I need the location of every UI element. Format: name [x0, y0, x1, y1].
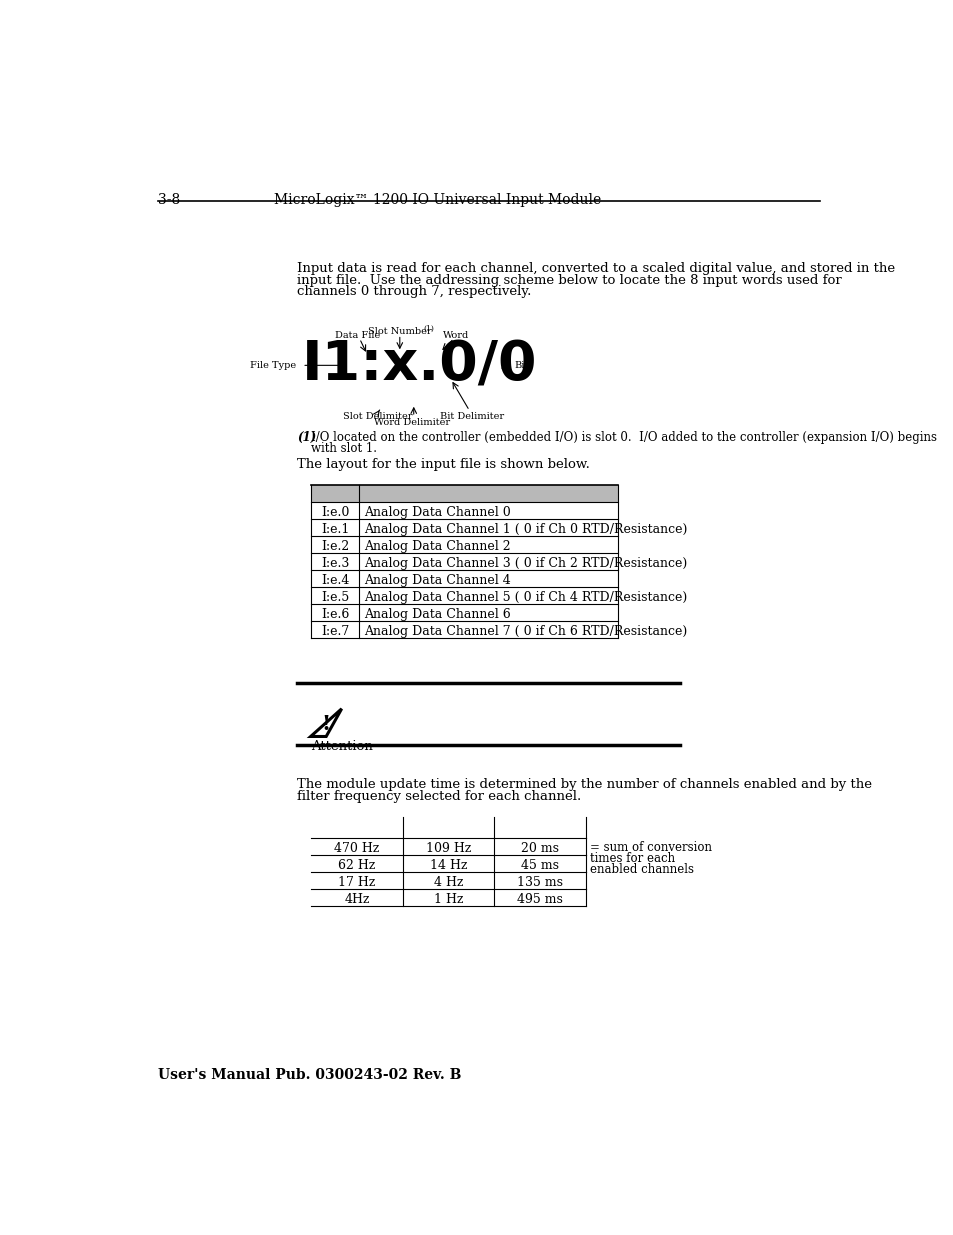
Text: 1 Hz: 1 Hz: [434, 893, 463, 905]
Text: times for each: times for each: [590, 852, 675, 864]
Text: 4Hz: 4Hz: [344, 893, 370, 905]
Text: I/O located on the controller (embedded I/O) is slot 0.  I/O added to the contro: I/O located on the controller (embedded …: [311, 431, 937, 443]
Text: Analog Data Channel 7 ( 0 if Ch 6 RTD/Resistance): Analog Data Channel 7 ( 0 if Ch 6 RTD/Re…: [364, 625, 687, 637]
Text: channels 0 through 7, respectively.: channels 0 through 7, respectively.: [297, 285, 532, 299]
Text: 4 Hz: 4 Hz: [434, 876, 463, 889]
Text: I:e.3: I:e.3: [321, 557, 350, 571]
Text: I:e.4: I:e.4: [321, 574, 350, 587]
Text: Analog Data Channel 0: Analog Data Channel 0: [364, 506, 511, 519]
Text: 17 Hz: 17 Hz: [338, 876, 375, 889]
Text: 45 ms: 45 ms: [520, 858, 558, 872]
Text: Analog Data Channel 6: Analog Data Channel 6: [364, 608, 511, 621]
Text: Analog Data Channel 5 ( 0 if Ch 4 RTD/Resistance): Analog Data Channel 5 ( 0 if Ch 4 RTD/Re…: [364, 592, 687, 604]
Text: 3-8: 3-8: [158, 193, 180, 206]
Text: Bit: Bit: [514, 361, 528, 369]
Text: File Type: File Type: [250, 361, 295, 369]
Text: Slot Number: Slot Number: [368, 327, 431, 336]
Text: Analog Data Channel 4: Analog Data Channel 4: [364, 574, 511, 587]
Text: Analog Data Channel 1 ( 0 if Ch 0 RTD/Resistance): Analog Data Channel 1 ( 0 if Ch 0 RTD/Re…: [364, 524, 687, 536]
Text: I:e.0: I:e.0: [321, 506, 350, 519]
Text: (1): (1): [297, 431, 316, 443]
Text: = sum of conversion: = sum of conversion: [590, 841, 712, 855]
Text: Bit Delimiter: Bit Delimiter: [439, 412, 503, 421]
Text: !: !: [321, 714, 331, 734]
Bar: [311, 485, 617, 503]
Text: Input data is read for each channel, converted to a scaled digital value, and st: Input data is read for each channel, con…: [297, 262, 895, 275]
Text: The layout for the input file is shown below.: The layout for the input file is shown b…: [297, 458, 590, 471]
Text: 62 Hz: 62 Hz: [338, 858, 375, 872]
Text: Slot Delimiter: Slot Delimiter: [343, 412, 413, 421]
Text: Word Delimiter: Word Delimiter: [374, 417, 450, 427]
Text: filter frequency selected for each channel.: filter frequency selected for each chann…: [297, 789, 581, 803]
Text: 135 ms: 135 ms: [517, 876, 562, 889]
Text: 495 ms: 495 ms: [517, 893, 562, 905]
Text: Attention: Attention: [311, 740, 373, 753]
Text: User's Manual Pub. 0300243-02 Rev. B: User's Manual Pub. 0300243-02 Rev. B: [158, 1068, 461, 1082]
Text: I:e.5: I:e.5: [321, 592, 349, 604]
Text: 470 Hz: 470 Hz: [335, 842, 379, 855]
Text: I:e.7: I:e.7: [321, 625, 349, 637]
Text: 14 Hz: 14 Hz: [430, 858, 467, 872]
Text: Analog Data Channel 2: Analog Data Channel 2: [364, 540, 510, 553]
Text: with slot 1.: with slot 1.: [311, 442, 377, 454]
Text: 20 ms: 20 ms: [520, 842, 558, 855]
Text: I:e.6: I:e.6: [321, 608, 350, 621]
Text: enabled channels: enabled channels: [590, 863, 694, 876]
Text: I:e.1: I:e.1: [321, 524, 350, 536]
Text: Word: Word: [443, 331, 469, 341]
Text: Data File: Data File: [335, 331, 380, 341]
Text: MicroLogix™ 1200 IO Universal Input Module: MicroLogix™ 1200 IO Universal Input Modu…: [274, 193, 601, 206]
Text: input file.  Use the addressing scheme below to locate the 8 input words used fo: input file. Use the addressing scheme be…: [297, 274, 841, 287]
Text: Analog Data Channel 3 ( 0 if Ch 2 RTD/Resistance): Analog Data Channel 3 ( 0 if Ch 2 RTD/Re…: [364, 557, 687, 571]
Text: I:e.2: I:e.2: [321, 540, 349, 553]
Text: 109 Hz: 109 Hz: [425, 842, 471, 855]
Text: (1): (1): [422, 325, 434, 332]
Text: The module update time is determined by the number of channels enabled and by th: The module update time is determined by …: [297, 778, 872, 792]
Text: I1:x.0/0: I1:x.0/0: [302, 338, 537, 393]
